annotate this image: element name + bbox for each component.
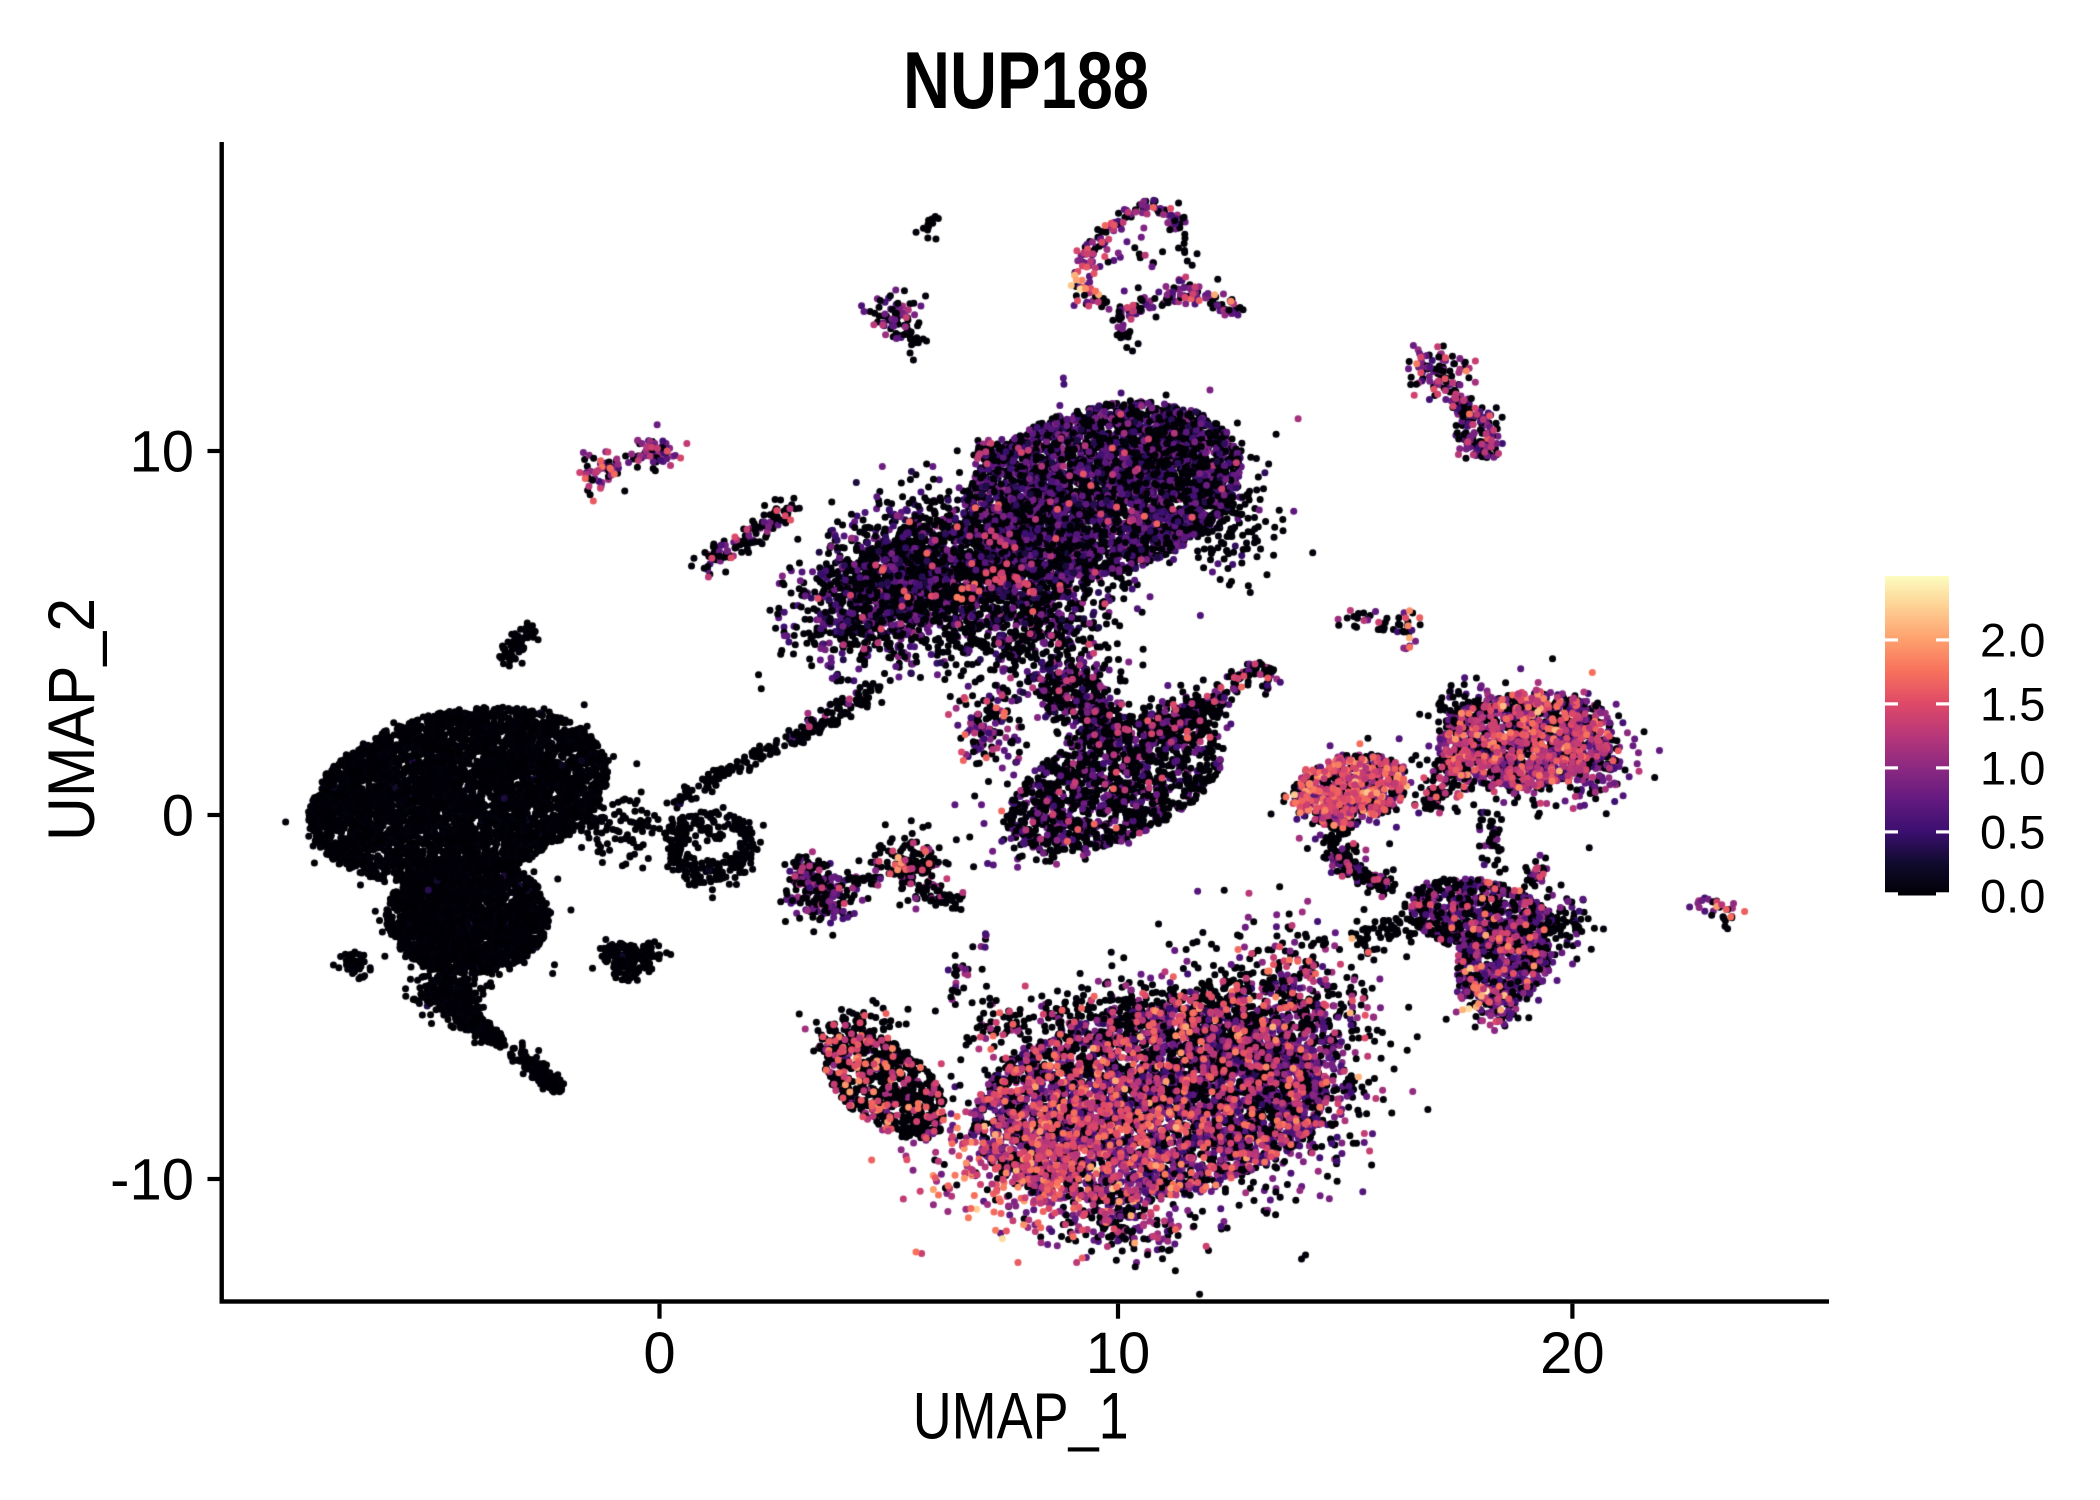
svg-text:-10: -10 (110, 1148, 194, 1213)
svg-text:10: 10 (1086, 1321, 1151, 1386)
svg-text:UMAP_1: UMAP_1 (913, 1379, 1129, 1453)
svg-text:1.0: 1.0 (1980, 741, 2045, 794)
svg-text:0: 0 (643, 1321, 675, 1386)
svg-text:0.5: 0.5 (1980, 805, 2045, 858)
svg-text:0.0: 0.0 (1980, 869, 2045, 922)
svg-text:1.5: 1.5 (1980, 677, 2045, 730)
svg-text:10: 10 (129, 420, 194, 485)
svg-text:UMAP_2: UMAP_2 (34, 598, 108, 841)
svg-text:2.0: 2.0 (1980, 613, 2045, 666)
svg-text:0: 0 (162, 784, 194, 849)
svg-text:NUP188: NUP188 (903, 36, 1149, 126)
svg-text:20: 20 (1540, 1321, 1605, 1386)
